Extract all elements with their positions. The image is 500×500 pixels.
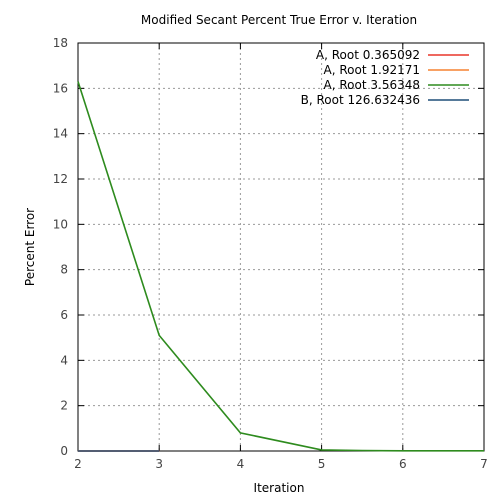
- y-axis-label: Percent Error: [23, 208, 37, 286]
- y-tick-label: 16: [53, 81, 68, 95]
- x-tick-label: 5: [318, 457, 326, 471]
- x-tick-label: 7: [480, 457, 488, 471]
- y-tick-label: 14: [53, 127, 68, 141]
- x-tick-label: 2: [74, 457, 82, 471]
- x-tick-label: 3: [155, 457, 163, 471]
- legend-label: B, Root 126.632436: [301, 93, 420, 107]
- x-tick-label: 6: [399, 457, 407, 471]
- y-tick-label: 2: [60, 399, 68, 413]
- chart-title: Modified Secant Percent True Error v. It…: [141, 13, 417, 27]
- series-line-3: [77, 81, 484, 452]
- x-axis-label: Iteration: [254, 481, 305, 495]
- legend-label: A, Root 3.56348: [324, 78, 420, 92]
- y-tick-label: 0: [60, 444, 68, 458]
- y-tick-label: 18: [53, 36, 68, 50]
- x-tick-label: 4: [237, 457, 245, 471]
- y-tick-label: 10: [53, 217, 68, 231]
- y-tick-label: 4: [60, 353, 68, 367]
- plot-frame: [77, 42, 485, 452]
- grid: [78, 43, 484, 451]
- y-tick-label: 12: [53, 172, 68, 186]
- legend-label: A, Root 1.92171: [324, 63, 420, 77]
- y-tick-label: 8: [60, 263, 68, 277]
- y-tick-label: 6: [60, 308, 68, 322]
- series-lines: [77, 81, 484, 452]
- legend-label: A, Root 0.365092: [316, 48, 420, 62]
